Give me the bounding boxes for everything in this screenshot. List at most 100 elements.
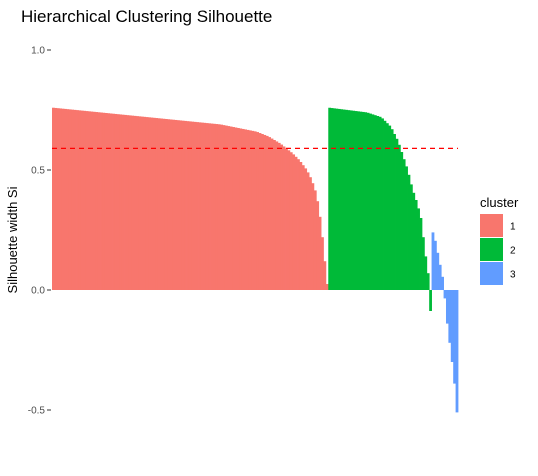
silhouette-bar — [261, 134, 264, 290]
silhouette-bar — [191, 121, 195, 290]
silhouette-bar — [369, 113, 372, 290]
silhouette-bar — [400, 152, 404, 290]
silhouette-bar — [383, 120, 387, 290]
silhouette-bar — [445, 290, 449, 324]
silhouette-bar — [373, 115, 377, 290]
silhouette-bar — [52, 107, 55, 290]
silhouette-bar — [301, 165, 305, 290]
silhouette-bar — [224, 125, 228, 290]
silhouette-bar — [268, 137, 272, 290]
silhouette-bar — [66, 109, 70, 290]
silhouette-bar — [361, 111, 365, 290]
silhouette-bar — [285, 148, 288, 290]
silhouette-bar — [251, 130, 255, 290]
silhouette-bar — [402, 159, 406, 290]
legend-key-1 — [480, 214, 503, 237]
silhouette-bar — [227, 126, 231, 290]
silhouette-bar — [121, 114, 125, 291]
silhouette-bar — [345, 109, 348, 290]
silhouette-bar — [172, 119, 175, 290]
silhouette-bar — [71, 109, 75, 290]
silhouette-bar — [136, 116, 139, 291]
silhouette-bar — [162, 118, 166, 290]
silhouette-bar — [167, 119, 171, 291]
silhouette-bar — [128, 115, 132, 291]
silhouette-bar — [450, 290, 454, 362]
silhouette-bar — [232, 127, 235, 290]
silhouette-bar — [193, 121, 197, 290]
silhouette-bar — [318, 216, 322, 290]
silhouette-bar — [275, 141, 279, 290]
silhouette-bar — [371, 114, 375, 291]
cluster-3-bars — [431, 232, 459, 413]
silhouette-bar — [438, 264, 442, 290]
silhouette-bar — [92, 111, 96, 290]
silhouette-bar — [102, 112, 106, 290]
silhouette-bar — [104, 113, 108, 290]
silhouette-bar — [270, 138, 274, 290]
silhouette-bar — [294, 156, 298, 290]
silhouette-bar — [217, 124, 221, 290]
silhouette-bar — [333, 108, 336, 290]
silhouette-bar — [205, 123, 209, 290]
silhouette-bar — [169, 119, 173, 290]
silhouette-bar — [145, 117, 149, 290]
silhouette-bar — [376, 116, 380, 290]
silhouette-bar — [188, 121, 192, 291]
silhouette-bar — [431, 232, 435, 290]
silhouette-bar — [64, 108, 67, 290]
silhouette-bar — [160, 118, 163, 291]
silhouette-bar — [164, 119, 168, 290]
silhouette-bar — [424, 256, 428, 290]
silhouette-bar — [73, 109, 77, 290]
silhouette-bar — [381, 118, 384, 291]
chart-title: Hierarchical Clustering Silhouette — [21, 7, 272, 26]
silhouette-bar — [184, 120, 187, 290]
silhouette-bar — [80, 110, 84, 290]
silhouette-bar — [90, 111, 94, 290]
silhouette-bar — [335, 108, 339, 291]
silhouette-bar — [419, 218, 423, 290]
silhouette-bar — [83, 110, 87, 290]
silhouette-bar — [409, 184, 413, 290]
silhouette-bar — [287, 150, 291, 290]
silhouette-bar — [68, 109, 72, 291]
silhouette-bar — [116, 114, 120, 290]
silhouette-bar — [388, 125, 392, 290]
silhouette-bar — [140, 116, 144, 290]
silhouette-bar — [304, 168, 308, 290]
silhouette-bar — [297, 159, 300, 290]
silhouette-bar — [200, 122, 204, 290]
silhouette-bar — [54, 107, 58, 291]
silhouette-bar — [212, 123, 216, 290]
silhouette-bar — [114, 113, 118, 291]
silhouette-bar — [289, 152, 293, 290]
silhouette-bar — [157, 118, 161, 290]
silhouette-bar — [299, 162, 303, 290]
silhouette-bar — [340, 109, 344, 290]
silhouette-bar — [412, 192, 416, 290]
silhouette-bar — [378, 116, 382, 290]
silhouette-bar — [364, 112, 368, 290]
silhouette-bar — [109, 113, 113, 290]
silhouette-bar — [309, 177, 312, 290]
silhouette-bar — [292, 154, 296, 290]
silhouette-bar — [215, 124, 219, 290]
y-tick-label: 0.5 — [31, 166, 45, 177]
silhouette-bar — [196, 122, 199, 291]
silhouette-bar — [95, 112, 99, 290]
silhouette-bar — [203, 122, 207, 290]
y-tick-label: 0.0 — [31, 286, 45, 297]
silhouette-bar — [359, 111, 363, 291]
silhouette-bar — [241, 128, 245, 290]
silhouette-bar — [306, 172, 310, 290]
silhouette-bar — [385, 123, 389, 290]
legend: cluster 1 2 3 — [480, 195, 519, 285]
silhouette-bar — [258, 133, 262, 290]
cluster-2-bars — [328, 107, 432, 311]
silhouette-bar — [126, 115, 130, 290]
silhouette-bar — [133, 115, 137, 290]
silhouette-bar — [234, 127, 238, 291]
plot-panel — [52, 107, 459, 413]
y-axis-title: Silhouette width Si — [5, 186, 20, 293]
